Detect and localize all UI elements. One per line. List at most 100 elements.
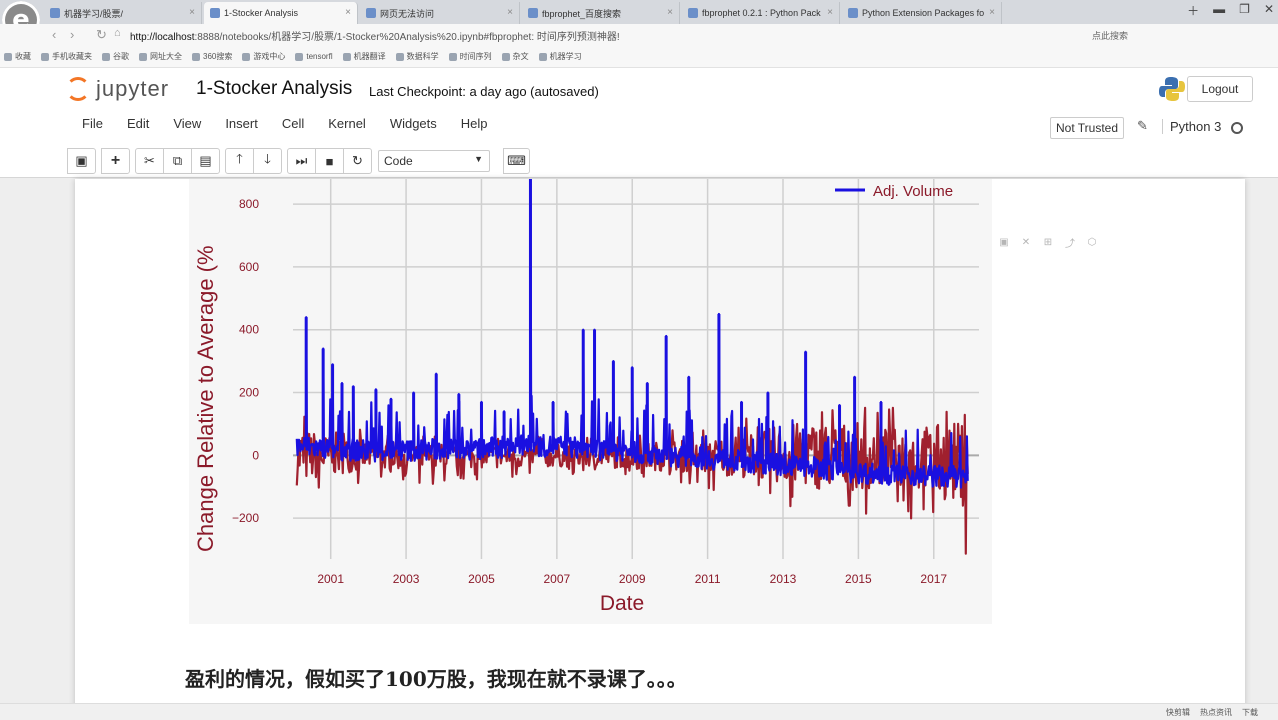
- bookmark-label: tensorfl: [306, 52, 332, 61]
- pan-icon[interactable]: ⊞: [1041, 236, 1055, 248]
- browser-tab[interactable]: Python Extension Packages fo ×: [842, 2, 1002, 24]
- back-icon[interactable]: ‹: [52, 27, 56, 42]
- bookmark-label: 时间序列: [460, 51, 492, 62]
- y-axis-title: Change Relative to Average (%: [193, 245, 218, 552]
- close-tab-icon[interactable]: ×: [189, 7, 195, 18]
- bookmark-label: 网址大全: [150, 51, 182, 62]
- bookmark-item[interactable]: tensorfl: [295, 52, 332, 61]
- close-tab-icon[interactable]: ×: [989, 7, 995, 18]
- menu-file[interactable]: File: [82, 116, 103, 138]
- trust-button[interactable]: Not Trusted: [1050, 117, 1124, 139]
- menu-edit[interactable]: Edit: [127, 116, 149, 138]
- menu-cell[interactable]: Cell: [282, 116, 304, 138]
- bookmark-label: 杂文: [513, 51, 529, 62]
- url-field[interactable]: http://localhost:8888/notebooks/机器学习/股票/…: [130, 28, 620, 43]
- menu-view[interactable]: View: [173, 116, 201, 138]
- x-tick-label: 2017: [920, 572, 947, 586]
- bookmark-item[interactable]: 杂文: [502, 51, 529, 62]
- status-item[interactable]: 快剪辑: [1166, 707, 1190, 718]
- menu-help[interactable]: Help: [461, 116, 488, 138]
- status-items: 快剪辑 热点资讯 下载: [1166, 707, 1258, 718]
- folder-icon: [41, 53, 49, 61]
- x-tick-label: 2011: [695, 572, 721, 586]
- arrow-up-icon[interactable]: 🡑: [225, 148, 254, 174]
- bookmark-label: 360搜索: [203, 51, 232, 62]
- bookmark-item[interactable]: 收藏: [4, 51, 31, 62]
- browser-tab-active[interactable]: 1-Stocker Analysis ×: [204, 2, 358, 24]
- bookmark-label: 谷歌: [113, 51, 129, 62]
- edit-pencil-icon[interactable]: ✎: [1137, 118, 1148, 134]
- edit-chart-icon[interactable]: ⤴: [1063, 236, 1077, 248]
- folder-icon: [295, 53, 303, 61]
- stop-icon[interactable]: ■: [315, 148, 344, 174]
- browser-tab[interactable]: 机器学习/股票/ ×: [44, 2, 202, 24]
- y-tick-label: 200: [239, 386, 259, 400]
- menu-insert[interactable]: Insert: [225, 116, 258, 138]
- plotly-modebar: ▣ ✕ ⊞ ⤴ ⬡: [997, 236, 1099, 248]
- bookmark-item[interactable]: 网址大全: [139, 51, 182, 62]
- browser-tab[interactable]: fbprophet_百度搜索 ×: [522, 2, 680, 24]
- restart-icon[interactable]: ↻: [343, 148, 372, 174]
- bookmark-item[interactable]: 数据科学: [396, 51, 439, 62]
- checkpoint-status: Last Checkpoint: a day ago (autosaved): [369, 84, 599, 99]
- bookmark-item[interactable]: 游戏中心: [242, 51, 285, 62]
- search-box[interactable]: 点此搜索: [1092, 29, 1128, 42]
- x-tick-label: 2001: [317, 572, 344, 586]
- bookmark-item[interactable]: 谷歌: [102, 51, 129, 62]
- bookmark-item[interactable]: 手机收藏夹: [41, 51, 92, 62]
- plotly-logo-icon[interactable]: ⬡: [1085, 236, 1099, 248]
- bookmark-label: 游戏中心: [253, 51, 285, 62]
- tab-title: fbprophet 0.2.1 : Python Pack: [702, 8, 821, 18]
- paste-icon[interactable]: ▤: [191, 148, 220, 174]
- jupyter-logo-icon: [66, 77, 90, 101]
- bookmarks-bar: 收藏 手机收藏夹 谷歌 网址大全 360搜索 游戏中心 tensorfl 机器翻…: [0, 46, 1278, 68]
- browser-tab[interactable]: fbprophet 0.2.1 : Python Pack ×: [682, 2, 840, 24]
- url-path: :8888/notebooks/机器学习/股票/1-Stocker%20Anal…: [194, 32, 619, 43]
- status-item[interactable]: 下载: [1242, 707, 1258, 718]
- tab-favicon-icon: [688, 8, 698, 18]
- bookmark-item[interactable]: 360搜索: [192, 51, 232, 62]
- menu-kernel[interactable]: Kernel: [328, 116, 366, 138]
- notebook-title[interactable]: 1-Stocker Analysis: [196, 78, 352, 100]
- plotly-chart[interactable]: −200 0 200 400 600 800 2001 2003 2005 2007 2009 201…: [189, 179, 992, 624]
- bookmark-label: 数据科学: [407, 51, 439, 62]
- close-tab-icon[interactable]: ×: [667, 7, 673, 18]
- cell-type-select[interactable]: Code ▼: [378, 150, 490, 172]
- close-window-icon[interactable]: ✕: [1264, 2, 1274, 19]
- y-tick-label: 600: [239, 260, 259, 274]
- logout-button[interactable]: Logout: [1187, 76, 1253, 102]
- new-tab-icon[interactable]: ＋: [1187, 2, 1199, 19]
- kernel-idle-icon: [1231, 122, 1243, 134]
- home-icon[interactable]: ⌂: [114, 27, 121, 39]
- reload-icon[interactable]: ↻: [96, 27, 107, 43]
- minimize-icon[interactable]: ▬: [1213, 2, 1225, 19]
- legend[interactable]: Adj. Volume: [835, 183, 953, 200]
- browser-tab[interactable]: 网页无法访问 ×: [360, 2, 520, 24]
- cut-icon[interactable]: ✂: [135, 148, 164, 174]
- keyboard-icon[interactable]: ⌨: [503, 148, 530, 174]
- jupyter-logo[interactable]: jupyter: [66, 76, 169, 102]
- zoom-icon[interactable]: ✕: [1019, 236, 1033, 248]
- status-item[interactable]: 热点资讯: [1200, 707, 1232, 718]
- restore-icon[interactable]: ❐: [1239, 2, 1250, 19]
- tab-title: 网页无法访问: [380, 7, 434, 20]
- menu-widgets[interactable]: Widgets: [390, 116, 437, 138]
- close-tab-icon[interactable]: ×: [345, 7, 351, 18]
- game-icon: [242, 53, 250, 61]
- plus-icon[interactable]: +: [101, 148, 130, 174]
- folder-icon: [396, 53, 404, 61]
- bookmark-label: 收藏: [15, 51, 31, 62]
- close-tab-icon[interactable]: ×: [827, 7, 833, 18]
- bookmark-item[interactable]: 机器翻译: [343, 51, 386, 62]
- save-icon[interactable]: ▣: [67, 148, 96, 174]
- arrow-down-icon[interactable]: 🡓: [253, 148, 282, 174]
- video-subtitle: 盈利的情况，假如买了100万股，我现在就不录课了。。。: [185, 663, 687, 692]
- camera-icon[interactable]: ▣: [997, 236, 1011, 248]
- bookmark-item[interactable]: 时间序列: [449, 51, 492, 62]
- close-tab-icon[interactable]: ×: [507, 7, 513, 18]
- run-icon[interactable]: ⏭: [287, 148, 316, 174]
- copy-icon[interactable]: ⧉: [163, 148, 192, 174]
- x-tick-label: 2007: [543, 572, 570, 586]
- bookmark-item[interactable]: 机器学习: [539, 51, 582, 62]
- forward-icon[interactable]: ›: [70, 27, 74, 42]
